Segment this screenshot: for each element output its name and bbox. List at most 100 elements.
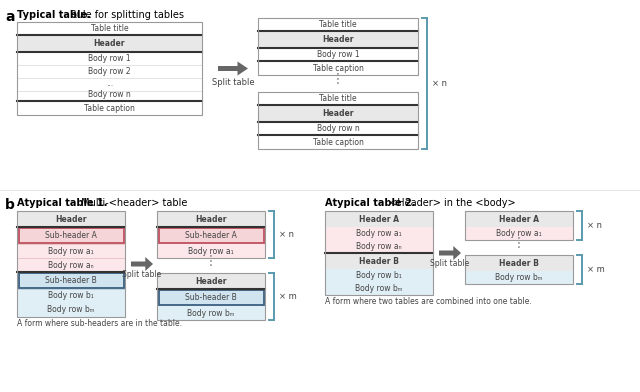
Bar	[325, 253, 433, 269]
Text: Body row 1: Body row 1	[88, 54, 131, 63]
Text: Body row bₘ: Body row bₘ	[355, 284, 403, 293]
Bar	[157, 227, 265, 244]
Text: Header: Header	[323, 35, 354, 44]
Bar	[17, 258, 125, 272]
Bar	[258, 61, 418, 75]
Bar	[325, 227, 433, 240]
Text: Table title: Table title	[91, 24, 128, 33]
Polygon shape	[131, 257, 153, 271]
Text: Body row a₁: Body row a₁	[188, 247, 234, 256]
Bar	[17, 78, 202, 88]
Text: Sub-header A: Sub-header A	[45, 231, 97, 240]
FancyBboxPatch shape	[159, 290, 264, 305]
Bar	[17, 52, 202, 65]
Text: Split table: Split table	[122, 270, 162, 279]
Text: Header: Header	[195, 276, 227, 285]
Text: Body row n: Body row n	[88, 90, 131, 99]
Text: × m: × m	[587, 265, 605, 274]
Bar	[17, 244, 125, 258]
Bar	[17, 88, 202, 101]
Bar	[157, 244, 265, 258]
Text: Split table: Split table	[212, 78, 254, 87]
Polygon shape	[218, 62, 248, 76]
Text: × n: × n	[587, 221, 602, 230]
Bar	[17, 303, 125, 317]
Bar	[258, 105, 418, 122]
Text: Body row b₁: Body row b₁	[356, 271, 402, 280]
Bar	[465, 211, 573, 227]
Text: Typical table.: Typical table.	[17, 10, 91, 20]
Text: Header: Header	[323, 109, 354, 118]
Bar	[17, 35, 202, 52]
Bar	[157, 211, 265, 258]
Text: ⋮: ⋮	[204, 254, 218, 268]
Bar	[258, 92, 418, 149]
FancyBboxPatch shape	[19, 273, 124, 288]
Text: Atypical table 2.: Atypical table 2.	[325, 198, 415, 208]
Bar	[17, 211, 125, 317]
Bar	[17, 65, 202, 78]
Bar	[157, 273, 265, 320]
Text: a: a	[5, 10, 15, 24]
Bar	[17, 272, 125, 289]
Text: × n: × n	[279, 230, 294, 239]
Text: Body row 2: Body row 2	[88, 67, 131, 76]
Text: Body row a₁: Body row a₁	[48, 247, 94, 256]
Text: A form where two tables are combined into one table.: A form where two tables are combined int…	[325, 297, 532, 306]
Bar	[325, 211, 433, 295]
Bar	[157, 306, 265, 320]
Text: Header B: Header B	[359, 256, 399, 265]
Text: Body row b₁: Body row b₁	[48, 292, 94, 301]
Text: Header: Header	[55, 214, 87, 223]
Text: Multi-<header> table: Multi-<header> table	[78, 198, 188, 208]
Bar	[157, 211, 265, 227]
Bar	[325, 211, 433, 295]
Bar	[157, 273, 265, 289]
Bar	[258, 18, 418, 31]
Bar	[258, 18, 418, 75]
Text: Body row bₘ: Body row bₘ	[47, 305, 95, 314]
Bar	[325, 269, 433, 282]
Bar	[325, 211, 433, 227]
Bar	[17, 22, 202, 115]
Bar	[258, 48, 418, 61]
Text: Body row aₙ: Body row aₙ	[48, 261, 94, 270]
Text: Table caption: Table caption	[312, 64, 364, 73]
Bar	[17, 22, 202, 115]
Text: A form where sub-headers are in the table.: A form where sub-headers are in the tabl…	[17, 319, 182, 328]
Text: b: b	[5, 198, 15, 212]
Text: × n: × n	[432, 79, 447, 88]
Text: Body row aₙ: Body row aₙ	[356, 242, 402, 251]
Bar	[258, 92, 418, 105]
Bar	[325, 240, 433, 253]
Bar	[17, 22, 202, 35]
Bar	[465, 227, 573, 240]
Text: Body row n: Body row n	[317, 124, 360, 133]
Bar	[465, 255, 573, 284]
Text: Header B: Header B	[499, 258, 539, 267]
Text: Header A: Header A	[359, 214, 399, 223]
Bar	[17, 289, 125, 303]
Bar	[17, 211, 125, 317]
Polygon shape	[439, 246, 461, 260]
Text: Split table: Split table	[430, 259, 470, 268]
Text: Header A: Header A	[499, 214, 539, 223]
Text: Body row a₁: Body row a₁	[356, 229, 402, 238]
FancyBboxPatch shape	[159, 228, 264, 243]
Bar	[258, 18, 418, 75]
Bar	[157, 211, 265, 258]
Bar	[258, 92, 418, 149]
Text: Body row bₘ: Body row bₘ	[188, 309, 235, 318]
Text: Sub-header B: Sub-header B	[185, 293, 237, 302]
Text: Table caption: Table caption	[312, 138, 364, 147]
Bar	[325, 282, 433, 295]
Bar	[465, 271, 573, 284]
Text: ⋮: ⋮	[512, 236, 526, 250]
Text: Rule for splitting tables: Rule for splitting tables	[67, 10, 184, 20]
Text: Body row a₁: Body row a₁	[496, 229, 542, 238]
Bar	[17, 101, 202, 115]
Bar	[465, 211, 573, 240]
Text: Sub-header B: Sub-header B	[45, 276, 97, 285]
Text: ⋮: ⋮	[331, 72, 345, 86]
FancyBboxPatch shape	[19, 228, 124, 243]
